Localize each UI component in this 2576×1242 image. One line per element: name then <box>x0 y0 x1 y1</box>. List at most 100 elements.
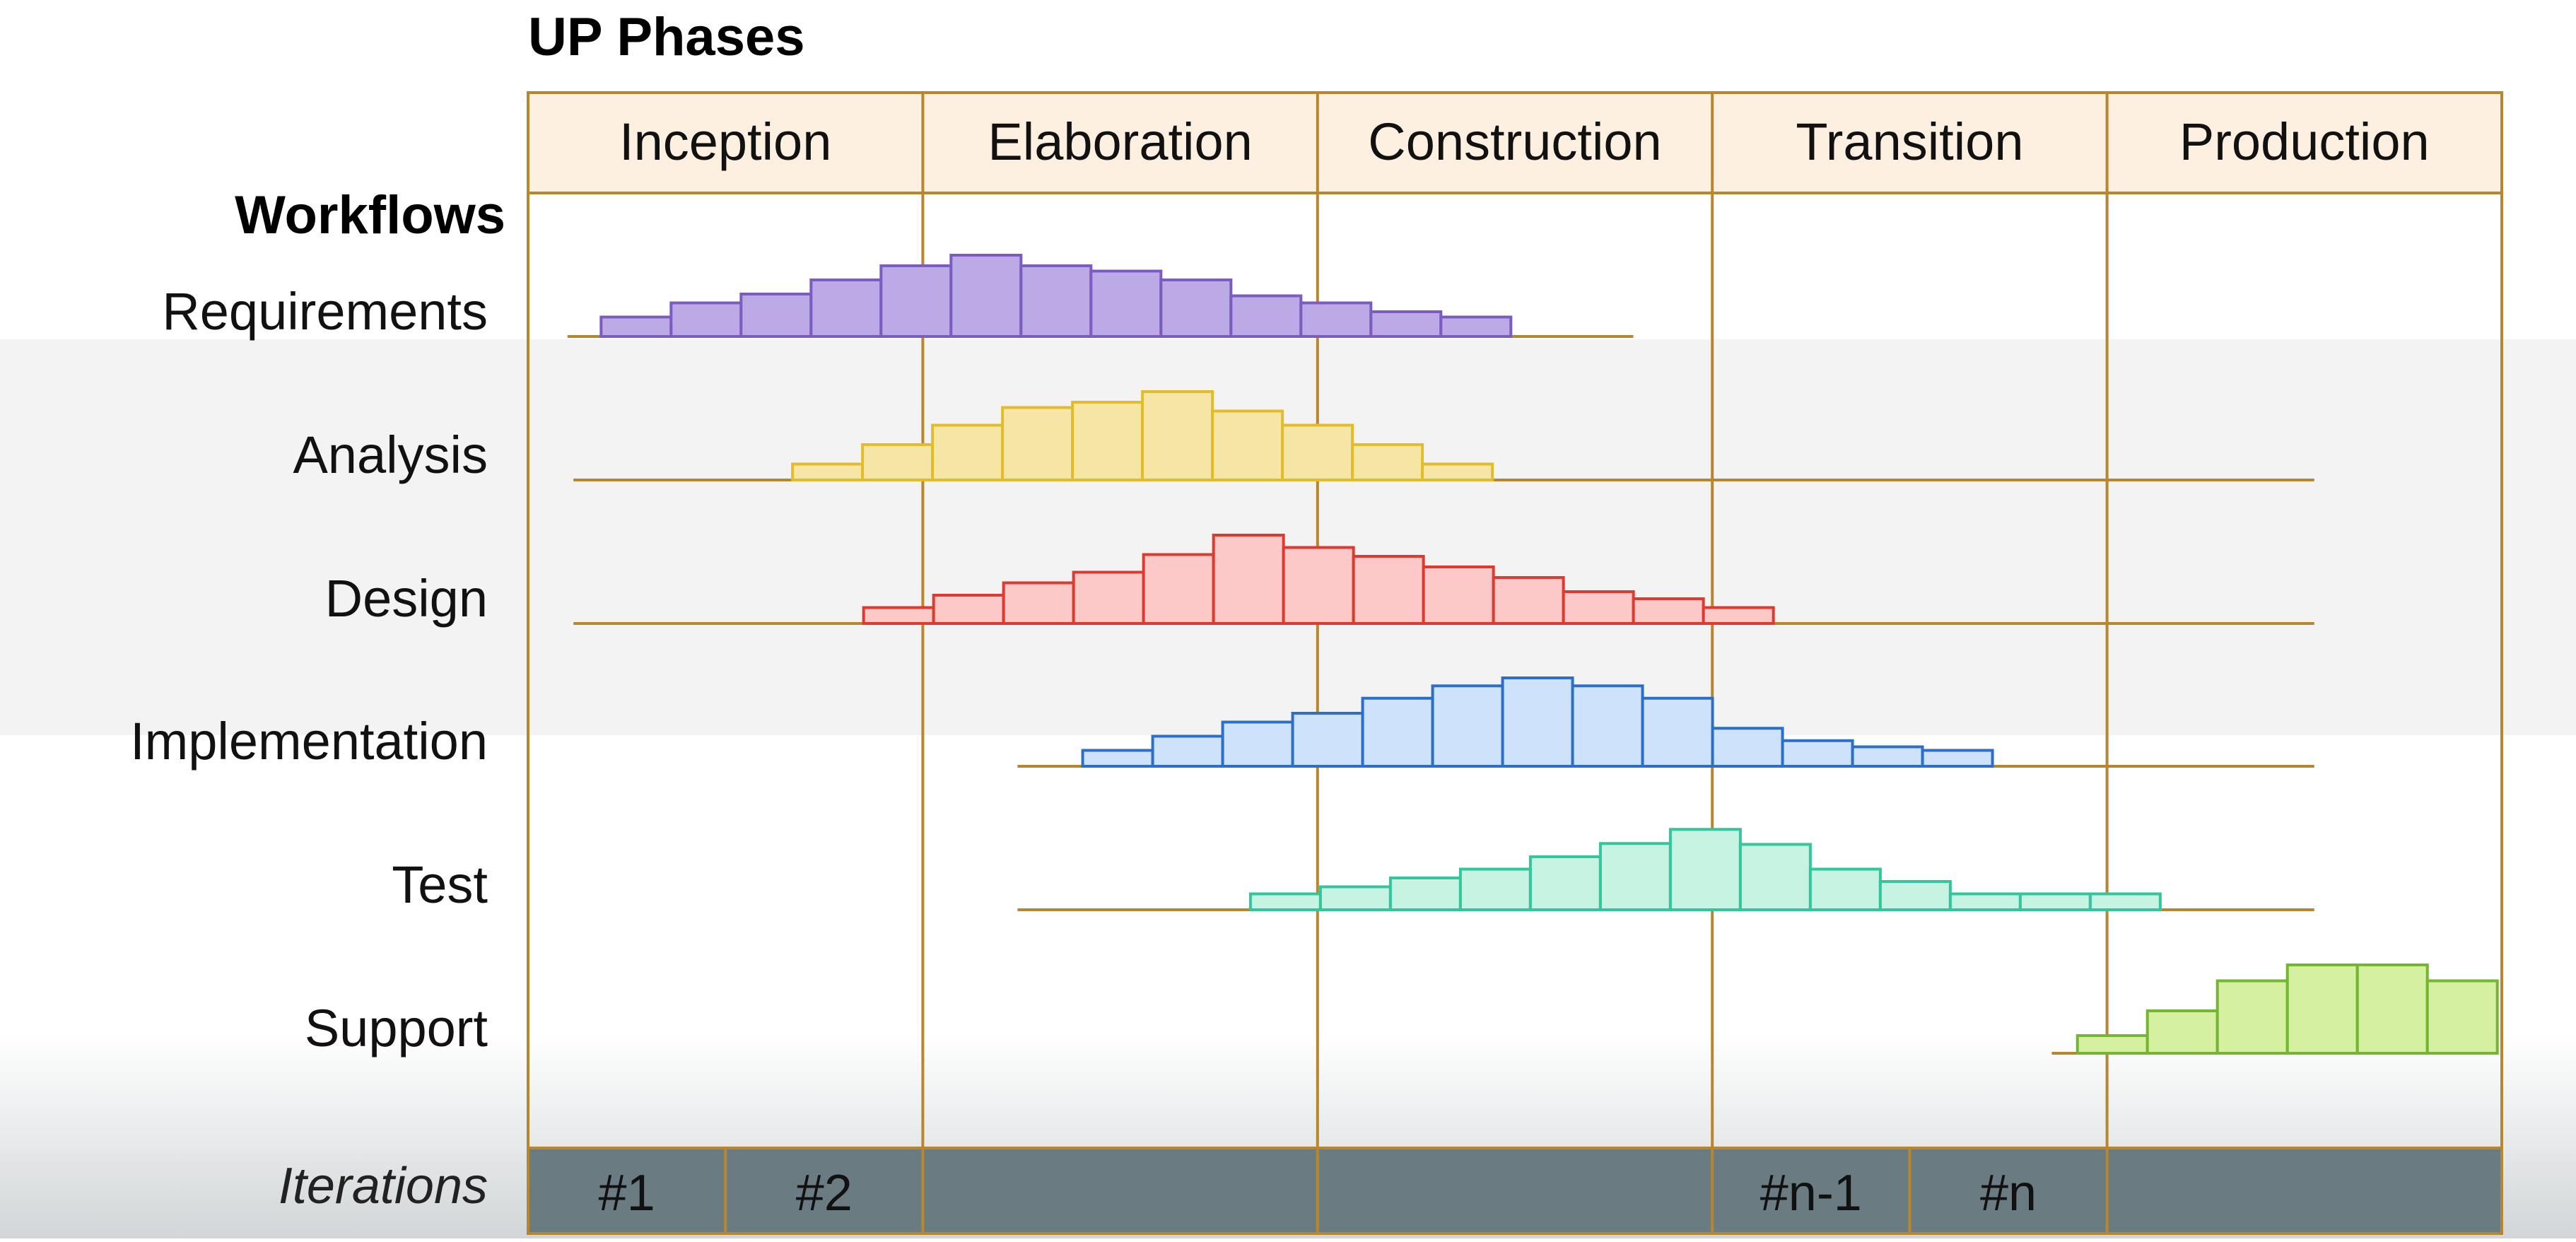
effort-bar <box>2145 1009 2219 1055</box>
iteration-label: #2 <box>796 1165 853 1222</box>
workflow-test <box>1017 828 2314 911</box>
workflow-label-analysis: Analysis <box>293 426 488 484</box>
effort-bar <box>1668 828 1742 911</box>
effort-bar <box>2355 963 2429 1055</box>
effort-bar <box>739 293 813 338</box>
grid-frame <box>527 91 2503 1235</box>
workflow-labels: Requirements Analysis Design Implementation… <box>130 282 488 1058</box>
effort-bar <box>2076 1034 2149 1055</box>
effort-bar <box>2215 979 2289 1055</box>
effort-bar <box>1921 749 1994 768</box>
effort-bar <box>1019 264 1093 338</box>
effort-bar <box>1352 555 1425 625</box>
phase-label-inception: Inception <box>619 112 831 171</box>
effort-bar <box>1229 294 1303 338</box>
effort-bar <box>1492 576 1565 625</box>
effort-bar <box>1291 712 1364 768</box>
effort-bar <box>1071 401 1144 481</box>
phase-label-elaboration: Elaboration <box>988 112 1252 171</box>
effort-bar <box>1001 406 1075 481</box>
effort-bar <box>1598 842 1672 911</box>
effort-bar <box>1081 749 1154 768</box>
effort-bar <box>1422 566 1495 625</box>
iteration-labels: #1 #2 #n-1 #n <box>599 1165 2037 1222</box>
effort-bar <box>1221 720 1294 768</box>
workflow-label-support: Support <box>305 999 488 1058</box>
workflow-histograms <box>567 254 2499 1055</box>
effort-bar <box>1711 727 1784 768</box>
effort-bar <box>1072 570 1145 625</box>
workflow-requirements <box>567 254 1634 338</box>
effort-bar <box>1212 534 1285 625</box>
effort-bar <box>1738 843 1812 911</box>
effort-bar <box>1282 546 1355 625</box>
effort-bar <box>1281 423 1354 481</box>
workflow-label-requirements: Requirements <box>162 282 488 341</box>
effort-bar <box>1501 676 1574 768</box>
workflow-label-implementation: Implementation <box>130 712 488 771</box>
workflow-implementation <box>1017 676 2314 768</box>
effort-bar <box>1431 684 1504 768</box>
iteration-label: #n <box>1980 1165 2037 1222</box>
effort-bar <box>2285 963 2359 1055</box>
effort-bar <box>1702 606 1775 625</box>
iteration-label: #n-1 <box>1760 1165 1862 1222</box>
iterations-band <box>528 1148 2502 1234</box>
workflow-label-test: Test <box>392 855 488 914</box>
effort-bar <box>791 462 865 481</box>
phase-label-construction: Construction <box>1368 112 1661 171</box>
effort-bar <box>1948 892 2022 911</box>
effort-bar <box>1248 892 1322 911</box>
effort-bar <box>2088 892 2162 911</box>
phase-label-transition: Transition <box>1796 112 2023 171</box>
workflow-support <box>2051 963 2499 1055</box>
iteration-label: #1 <box>599 1165 655 1222</box>
effort-bar <box>1808 867 1882 911</box>
workflow-analysis <box>573 390 2314 481</box>
effort-bar <box>1351 443 1424 481</box>
effort-bar <box>1632 597 1705 625</box>
diagram-title: UP Phases <box>528 7 805 67</box>
effort-bar <box>862 606 935 625</box>
effort-bar <box>2018 892 2092 911</box>
effort-bar <box>599 315 673 338</box>
effort-bar <box>1458 867 1532 911</box>
workflow-design <box>573 534 2314 625</box>
effort-bar <box>949 254 1023 338</box>
effort-bar <box>1878 880 1952 911</box>
effort-bar <box>1562 590 1635 625</box>
effort-bar <box>1142 553 1215 625</box>
effort-bar <box>1002 581 1075 625</box>
background-upper-fade <box>0 339 2576 735</box>
effort-bar <box>1211 409 1284 481</box>
phase-header-band <box>527 91 2503 194</box>
effort-bar <box>2425 979 2499 1055</box>
effort-bar <box>1369 310 1443 338</box>
effort-bar <box>1851 745 1924 768</box>
workflows-heading: Workflows <box>235 185 505 245</box>
effort-bar <box>1439 315 1513 338</box>
effort-bar <box>669 301 743 338</box>
effort-bar <box>1141 390 1214 481</box>
effort-bar <box>809 279 883 338</box>
effort-bar <box>1299 301 1373 338</box>
iteration-divider-lines <box>528 1147 2502 1234</box>
effort-bar <box>932 594 1005 625</box>
effort-bar <box>861 443 935 481</box>
effort-bar <box>1571 684 1644 768</box>
phase-labels: Inception Elaboration Construction Transiti… <box>619 112 2430 171</box>
effort-bar <box>1641 696 1714 768</box>
effort-bar <box>1388 877 1462 911</box>
effort-bar <box>1781 739 1854 768</box>
effort-bar <box>931 423 1005 481</box>
effort-bar <box>1151 734 1224 768</box>
effort-bar <box>1318 885 1392 911</box>
effort-bar <box>1159 279 1233 338</box>
effort-bar <box>1421 462 1494 481</box>
phase-label-production: Production <box>2179 112 2430 171</box>
effort-bar <box>1361 696 1434 768</box>
effort-bar <box>1528 855 1602 911</box>
iterations-label: Iterations <box>279 1158 488 1214</box>
